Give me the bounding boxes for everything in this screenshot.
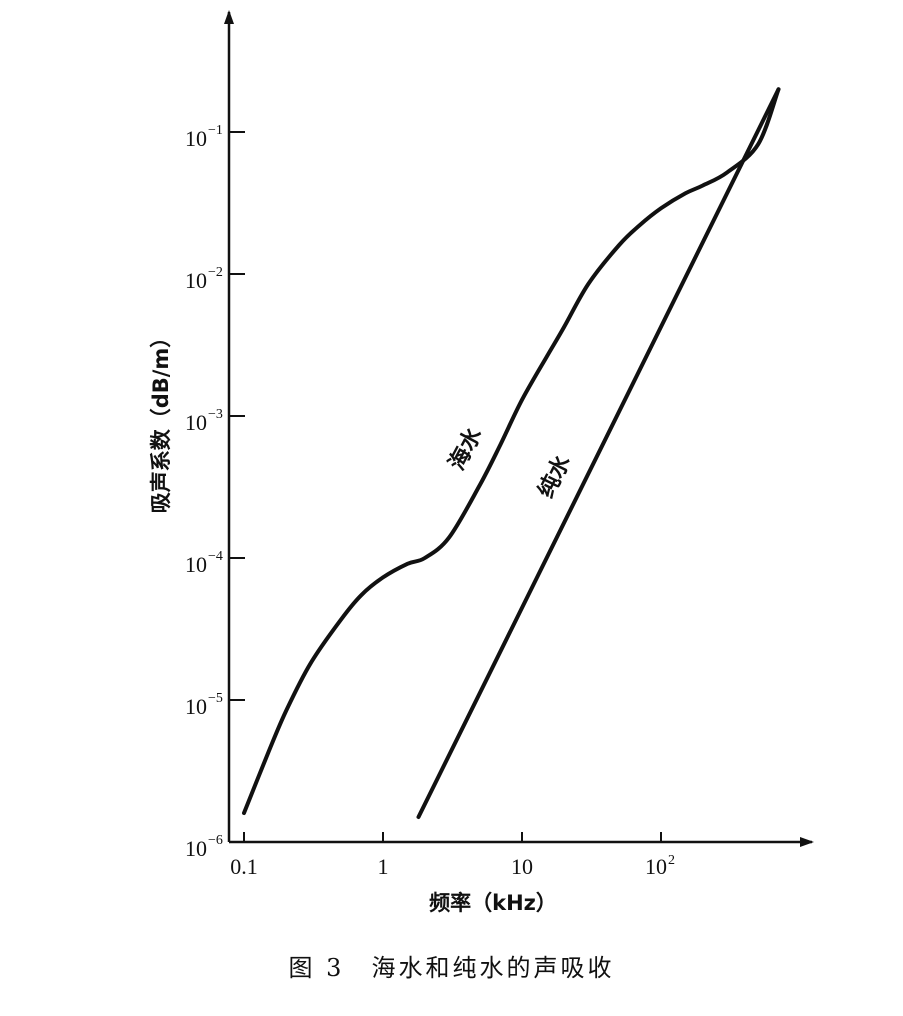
x-axis-ticks: 0.1 1 10 10 2 bbox=[230, 832, 675, 879]
y-tick-label: 10 bbox=[185, 552, 207, 577]
y-tick-exponent: −5 bbox=[208, 691, 223, 706]
curve-label-pure-water: 纯水 bbox=[533, 450, 576, 502]
curve-label-seawater: 海水 bbox=[444, 423, 488, 475]
y-axis-ticks: 10−610−510−410−310−210−1 bbox=[185, 123, 245, 861]
series-line-seawater bbox=[242, 87, 781, 815]
y-tick-label: 10 bbox=[185, 410, 207, 435]
y-tick-label: 10 bbox=[185, 694, 207, 719]
series-layer bbox=[242, 87, 781, 819]
y-tick-exponent: −6 bbox=[208, 833, 223, 848]
figure-caption: 图 3 海水和纯水的声吸收 bbox=[288, 954, 615, 982]
sound-absorption-chart: 0.1 1 10 10 2 10−610−510−410−310−210−1 海水纯水 … bbox=[149, 10, 814, 915]
y-tick-label: 10 bbox=[185, 836, 207, 861]
x-tick-label: 0.1 bbox=[230, 854, 258, 879]
x-axis-title: 频率（kHz） bbox=[429, 891, 557, 915]
series-line-pure-water bbox=[416, 87, 781, 819]
x-tick-label: 1 bbox=[378, 854, 389, 879]
y-tick-exponent: −1 bbox=[208, 123, 223, 138]
x-tick-exponent: 2 bbox=[668, 853, 675, 868]
y-tick-exponent: −2 bbox=[208, 265, 223, 280]
y-tick-label: 10 bbox=[185, 126, 207, 151]
y-axis-title: 吸声系数（dB/m） bbox=[149, 327, 173, 514]
y-tick-label: 10 bbox=[185, 268, 207, 293]
x-tick-label: 10 bbox=[511, 854, 533, 879]
x-tick-label: 10 bbox=[645, 854, 667, 879]
y-tick-exponent: −3 bbox=[208, 407, 223, 422]
y-tick-exponent: −4 bbox=[208, 549, 223, 564]
